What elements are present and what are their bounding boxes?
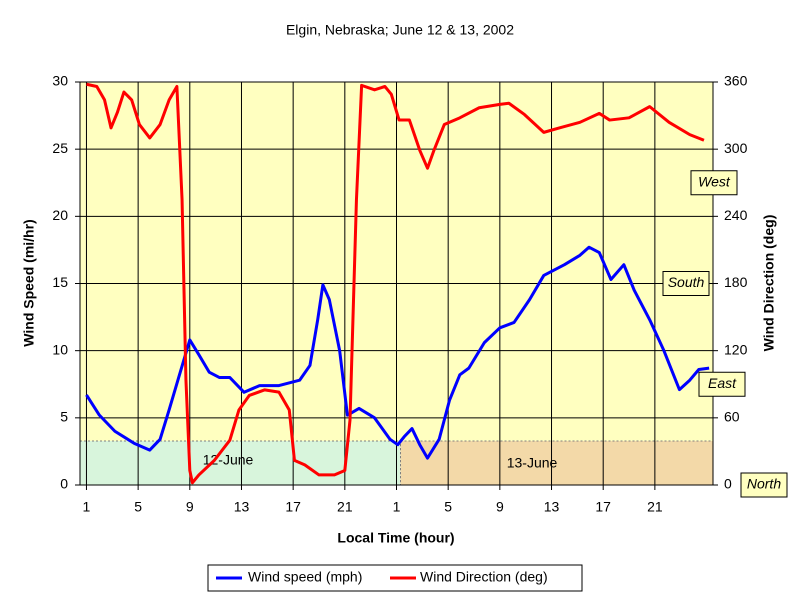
annotation-box — [698, 371, 746, 397]
x-tick-label: 13 — [234, 499, 250, 515]
x-tick-label: 13 — [544, 499, 560, 515]
x-axis-title: Local Time (hour) — [337, 530, 454, 546]
annotation-box — [662, 271, 710, 296]
x-tick-label: 21 — [337, 499, 353, 515]
y-axis-title: Wind Speed (mi/hr) — [21, 219, 37, 346]
legend-label: Wind Direction (deg) — [420, 569, 548, 585]
day-label: 12-June — [203, 452, 254, 468]
annotation-box — [690, 170, 738, 196]
y-tick-label: 5 — [60, 409, 68, 425]
y-tick-label: 15 — [52, 274, 68, 290]
y2-tick-label: 360 — [724, 73, 748, 89]
annotation-box — [740, 472, 788, 498]
y-tick-label: 25 — [52, 140, 68, 156]
x-tick-label: 9 — [186, 499, 194, 515]
plot-border — [79, 81, 714, 486]
x-tick-label: 9 — [496, 499, 504, 515]
y-tick-label: 20 — [52, 207, 68, 223]
annotation-label: West — [698, 173, 731, 189]
annotation-label: North — [747, 476, 781, 492]
x-tick-label: 5 — [134, 499, 142, 515]
series-line — [86, 82, 705, 485]
annotation-label: East — [708, 375, 737, 391]
x-tick-label: 21 — [647, 499, 663, 515]
y-tick-label: 0 — [60, 476, 68, 492]
y2-tick-label: 60 — [724, 409, 740, 425]
y2-tick-label: 120 — [724, 341, 748, 357]
series-line — [85, 245, 710, 460]
x-tick-label: 17 — [285, 499, 301, 515]
y-tick-label: 30 — [52, 73, 68, 89]
annotation-label: South — [668, 274, 705, 290]
chart-title: Elgin, Nebraska; June 12 & 13, 2002 — [286, 22, 514, 38]
y2-axis-title: Wind Direction (deg) — [761, 215, 777, 352]
x-tick-label: 5 — [444, 499, 452, 515]
y2-tick-label: 240 — [724, 207, 748, 223]
x-tick-label: 1 — [83, 499, 91, 515]
day-label: 13-June — [507, 455, 558, 471]
y-tick-label: 10 — [52, 341, 68, 357]
y2-tick-label: 0 — [724, 476, 732, 492]
x-tick-label: 1 — [393, 499, 401, 515]
y2-tick-label: 180 — [724, 274, 748, 290]
x-tick-label: 17 — [595, 499, 611, 515]
day-box — [400, 440, 714, 486]
legend-label: Wind speed (mph) — [248, 569, 362, 585]
y2-tick-label: 300 — [724, 140, 748, 156]
